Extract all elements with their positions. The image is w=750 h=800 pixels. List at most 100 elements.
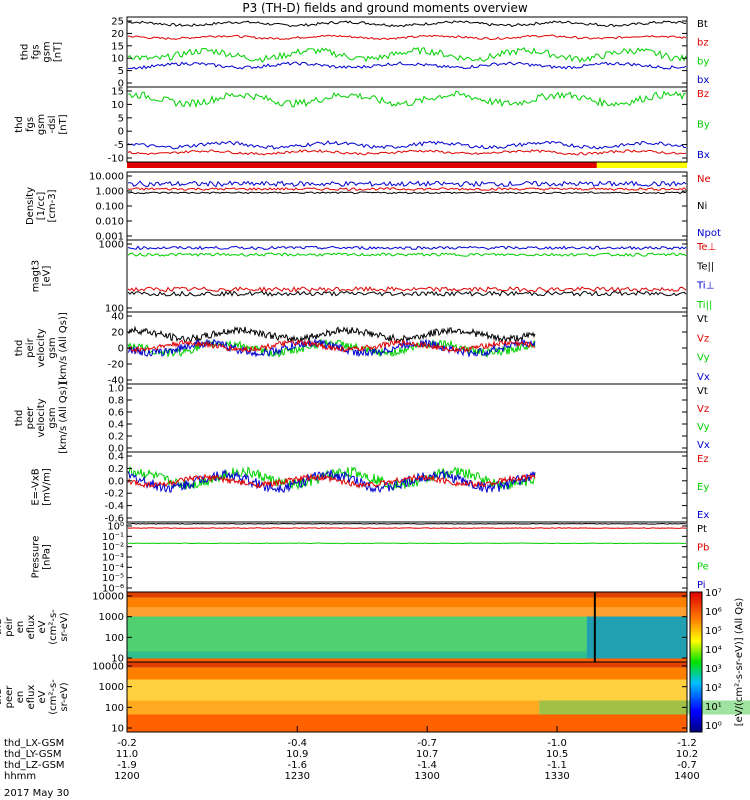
- legend-entry: Te||: [696, 261, 714, 272]
- panel-frame: [126, 16, 688, 88]
- y-label-line: thd: [14, 116, 25, 133]
- series-blue: [127, 245, 687, 250]
- y-tick-label: 10: [111, 724, 124, 735]
- y-label-line: peir: [25, 337, 36, 357]
- state-bar-yellow: [596, 162, 687, 168]
- y-label-line: [cm-3]: [47, 189, 58, 222]
- series-red: [127, 527, 687, 529]
- y-label-line: [nPa]: [42, 544, 53, 570]
- y-label-line: velocity: [36, 328, 47, 367]
- y-label-line: en: [15, 691, 26, 704]
- y-label-line: [km/s (All Qs)]: [58, 312, 69, 384]
- series-black: [127, 20, 687, 28]
- y-label-line: peer: [4, 685, 15, 709]
- panel-fgs-dsl: 15 10 5 0 -5 -10 thd fgs gsm -dsl [nT] Bz By Bx: [14, 86, 710, 165]
- spec-band: [127, 607, 687, 617]
- x-row-value: -1.0: [547, 738, 567, 749]
- x-row-name: thd_LX-GSM: [4, 738, 64, 749]
- colorbar-title: [eV/(cm²-s-sr-eV)] (All Qs): [734, 598, 745, 727]
- y-tick-label: 0: [118, 127, 124, 138]
- y-tick-label: 0: [118, 344, 124, 355]
- x-row-value: -0.4: [287, 738, 307, 749]
- y-tick-label: 0.2: [108, 432, 124, 443]
- y-tick-label: 40: [111, 312, 124, 323]
- panel-peer-vel: 1.00.80.60.40.20.0 thd peer velocity gsm [km/…: [14, 382, 710, 454]
- legend-entry: Ti⊥: [696, 281, 714, 292]
- series-black: [127, 522, 686, 525]
- legend-entry: Ey: [697, 482, 709, 493]
- y-tick-label: 10⁻⁶: [102, 584, 124, 595]
- series-blue: [127, 180, 687, 188]
- y-tick-label: 5: [118, 113, 124, 124]
- panel-frame: [126, 383, 688, 453]
- y-tick-label: 10⁻²: [102, 542, 124, 553]
- spec-band: [127, 679, 687, 701]
- legend-entry: Vx: [697, 372, 710, 383]
- y-label-line: sr-eV): [59, 682, 70, 711]
- y-label-line: E=-VxB: [31, 468, 42, 505]
- y-tick-label: 1000: [99, 612, 124, 623]
- y-label-line: [eV]: [42, 266, 53, 287]
- series-red: [128, 34, 687, 41]
- legend-entry: by: [697, 56, 709, 67]
- y-tick-label: 100: [105, 304, 124, 315]
- colorbar-label: 10⁴: [705, 645, 722, 656]
- colorbar-label: 10¹: [705, 702, 722, 713]
- plot-title: P3 (TH-D) fields and ground moments over…: [242, 1, 527, 15]
- x-row-value: -0.2: [117, 738, 137, 749]
- y-tick-label: 1.0: [108, 384, 124, 395]
- x-row-value: 1300: [414, 771, 439, 782]
- legend-entry: Ni: [697, 201, 707, 212]
- y-tick-label: -10: [108, 154, 124, 165]
- y-axis-label: magt3 [eV]: [31, 260, 53, 293]
- series-blue: [127, 61, 687, 70]
- y-axis-label: Pressure [nPa]: [31, 536, 53, 579]
- colorbar-label: 10³: [705, 664, 722, 675]
- legend-entry: Bx: [697, 150, 710, 161]
- series-red: [127, 286, 687, 293]
- y-label-line: fgs: [31, 44, 42, 59]
- colorbar-bar: [689, 591, 703, 733]
- legend-entry: Pb: [697, 543, 709, 554]
- x-row-value: 1230: [285, 771, 310, 782]
- y-tick-label: 10⁻⁴: [102, 563, 124, 574]
- x-row-value: -1.1: [547, 760, 567, 771]
- series-black: [127, 325, 536, 344]
- y-label-line: -dsl: [47, 116, 58, 134]
- series-green: [127, 46, 687, 63]
- y-label-line: thd: [0, 689, 4, 706]
- spec-band: [127, 658, 687, 662]
- x-row-value: -1.2: [677, 738, 697, 749]
- panel-density: 10.000 1.000 0.100 0.010 0.001 Density [1/cc][…: [25, 171, 721, 243]
- y-label-line: fgs: [25, 117, 36, 132]
- x-row-value: 11.0: [116, 749, 138, 760]
- legend-entry: Bt: [697, 19, 708, 30]
- panel-frame: [126, 239, 688, 313]
- series-black: [127, 191, 687, 195]
- panel-frame: [126, 86, 688, 163]
- y-tick-label: 0.4: [108, 420, 124, 431]
- series-green: [127, 252, 687, 257]
- y-label-line: velocity: [36, 398, 47, 437]
- series-blue: [127, 468, 536, 494]
- y-tick-label: 0.4: [108, 452, 124, 463]
- legend-entry: Npot: [697, 228, 721, 239]
- y-tick-label: 0: [118, 79, 124, 90]
- spec-band: [127, 592, 687, 598]
- y-label-line: thd: [14, 340, 25, 357]
- y-label-line: peer: [25, 406, 36, 430]
- series-red: [127, 338, 536, 354]
- y-label-line: gsm: [36, 114, 47, 135]
- legend-entry: Vt: [697, 386, 708, 397]
- y-label-line: Pressure: [31, 536, 42, 579]
- y-label-line: gsm: [42, 41, 53, 62]
- y-label-line: [mV/m]: [42, 468, 53, 506]
- state-bar-red: [127, 162, 597, 168]
- y-tick-label: 100: [105, 633, 124, 644]
- colorbar-label: 10²: [705, 683, 722, 694]
- y-tick-label: 0.100: [95, 202, 124, 213]
- series-green: [127, 90, 687, 109]
- series-red: [127, 187, 687, 191]
